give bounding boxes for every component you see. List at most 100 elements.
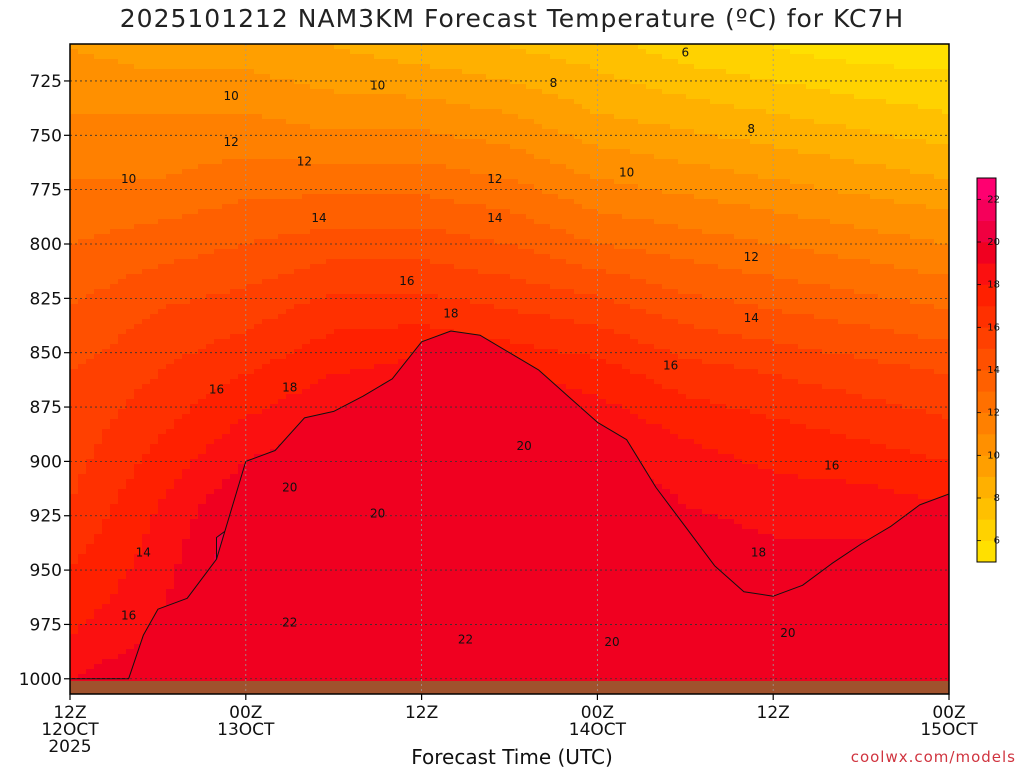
temperature-cell <box>238 94 247 100</box>
temperature-cell <box>222 449 231 455</box>
temperature-cell <box>262 394 271 400</box>
temperature-cell <box>326 284 335 290</box>
temperature-cell <box>342 54 351 60</box>
temperature-cell <box>150 509 159 515</box>
temperature-cell <box>326 299 335 305</box>
temperature-cell <box>190 44 199 50</box>
temperature-cell <box>110 299 119 305</box>
temperature-cell <box>326 224 335 230</box>
temperature-cell <box>78 594 87 600</box>
temperature-cell <box>110 364 119 370</box>
temperature-cell <box>294 214 303 220</box>
temperature-cell <box>206 204 215 210</box>
temperature-cell <box>198 449 207 455</box>
temperature-cell <box>286 379 295 385</box>
temperature-cell <box>70 234 79 240</box>
temperature-cell <box>206 544 215 550</box>
temperature-cell <box>334 109 343 115</box>
temperature-cell <box>206 259 215 265</box>
temperature-cell <box>278 59 287 65</box>
temperature-cell <box>214 59 223 65</box>
temperature-cell <box>118 644 127 650</box>
temperature-cell <box>158 269 167 275</box>
temperature-cell <box>254 159 263 165</box>
temperature-cell <box>182 189 191 195</box>
temperature-cell <box>302 389 311 395</box>
temperature-cell <box>246 74 255 80</box>
temperature-cell <box>302 119 311 125</box>
temperature-cell <box>318 314 327 320</box>
temperature-cell <box>198 494 207 500</box>
temperature-cell <box>350 124 359 130</box>
temperature-cell <box>182 464 191 470</box>
temperature-cell <box>262 319 271 325</box>
temperature-cell <box>174 139 183 145</box>
temperature-cell <box>78 234 87 240</box>
temperature-cell <box>214 384 223 390</box>
temperature-cell <box>174 289 183 295</box>
temperature-cell <box>118 379 127 385</box>
temperature-cell <box>198 94 207 100</box>
temperature-cell <box>174 579 183 585</box>
temperature-cell <box>318 84 327 90</box>
temperature-cell <box>198 204 207 210</box>
temperature-cell <box>302 314 311 320</box>
temperature-cell <box>94 419 103 425</box>
temperature-cell <box>294 64 303 70</box>
temperature-cell <box>262 229 271 235</box>
temperature-cell <box>198 199 207 205</box>
temperature-cell <box>342 44 351 50</box>
temperature-cell <box>142 204 151 210</box>
temperature-cell <box>142 464 151 470</box>
temperature-cell <box>358 164 367 170</box>
temperature-cell <box>158 299 167 305</box>
temperature-cell <box>102 104 111 110</box>
temperature-cell <box>166 499 175 505</box>
temperature-cell <box>142 124 151 130</box>
temperature-cell <box>158 579 167 585</box>
temperature-cell <box>262 169 271 175</box>
temperature-cell <box>70 399 79 405</box>
temperature-cell <box>118 479 127 485</box>
temperature-cell <box>118 324 127 330</box>
temperature-cell <box>190 419 199 425</box>
temperature-cell <box>222 59 231 65</box>
temperature-cell <box>342 289 351 295</box>
temperature-cell <box>126 219 135 225</box>
temperature-cell <box>342 199 351 205</box>
temperature-cell <box>334 374 343 380</box>
temperature-cell <box>94 504 103 510</box>
temperature-cell <box>222 324 231 330</box>
temperature-cell <box>70 624 79 630</box>
temperature-cell <box>70 514 79 520</box>
temperature-cell <box>302 124 311 130</box>
temperature-cell <box>174 549 183 555</box>
temperature-cell <box>174 194 183 200</box>
temperature-cell <box>70 669 79 675</box>
temperature-cell <box>262 214 271 220</box>
temperature-cell <box>134 534 143 540</box>
temperature-cell <box>254 144 263 150</box>
temperature-cell <box>342 299 351 305</box>
temperature-cell <box>302 304 311 310</box>
temperature-cell <box>222 84 231 90</box>
temperature-cell <box>334 279 343 285</box>
temperature-cell <box>78 484 87 490</box>
temperature-cell <box>318 359 327 365</box>
temperature-cell <box>102 189 111 195</box>
temperature-cell <box>134 319 143 325</box>
temperature-cell <box>102 169 111 175</box>
temperature-cell <box>150 189 159 195</box>
temperature-cell <box>174 469 183 475</box>
temperature-cell <box>358 264 367 270</box>
temperature-cell <box>198 554 207 560</box>
temperature-cell <box>262 389 271 395</box>
temperature-cell <box>78 179 87 185</box>
temperature-cell <box>142 474 151 480</box>
temperature-cell <box>150 229 159 235</box>
temperature-cell <box>134 329 143 335</box>
temperature-cell <box>206 229 215 235</box>
temperature-cell <box>118 314 127 320</box>
temperature-cell <box>86 564 95 570</box>
temperature-cell <box>350 324 359 330</box>
